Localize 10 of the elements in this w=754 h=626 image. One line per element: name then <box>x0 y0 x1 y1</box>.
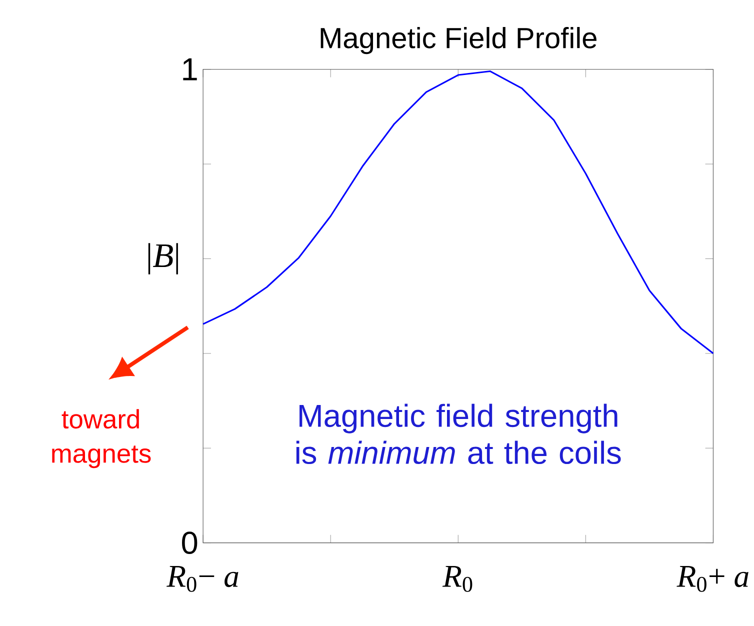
y-tick-label: 1 <box>183 58 197 80</box>
x-tick-label: R$_{0}$− a <box>166 566 238 592</box>
line-series <box>202 70 714 354</box>
x-tick-label: R$_{0}$+ a <box>676 566 748 592</box>
annotation: Magnetic field strength is minimum at the coils <box>296 404 621 464</box>
text: toward magnets <box>52 409 151 468</box>
y-tick-label: 0 <box>182 532 198 554</box>
x-tick-label: R$_{0}$ <box>442 566 472 592</box>
chart-title: Magnetic Field Profile <box>320 26 596 54</box>
y-axis-title: |B| <box>148 243 178 274</box>
